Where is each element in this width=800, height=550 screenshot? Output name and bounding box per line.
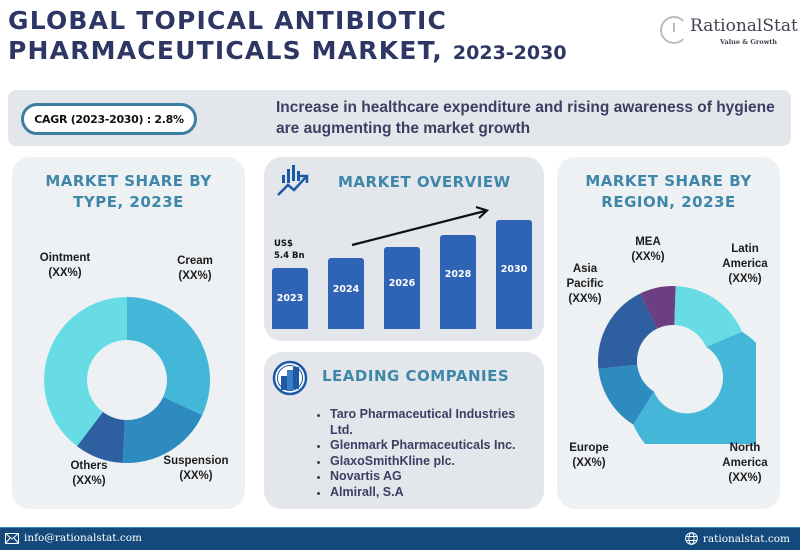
page-title: GLOBAL TOPICAL ANTIBIOTIC PHARMACEUTICAL… — [8, 6, 567, 68]
segment-north-america — [633, 331, 756, 444]
segment-asia-pacific — [597, 293, 658, 369]
cagr-description: Increase in healthcare expenditure and r… — [276, 99, 775, 137]
others-value: (XX%) — [72, 475, 106, 487]
company-item: Taro Pharmaceutical Industries Ltd. — [316, 407, 531, 438]
mea-value: (XX%) — [631, 251, 665, 263]
label-ointment: Ointment (XX%) — [32, 251, 98, 281]
label-cream: Cream (XX%) — [170, 254, 220, 284]
segment-latin-america — [674, 286, 742, 347]
suspension-value: (XX%) — [179, 470, 213, 482]
trend-arrow — [351, 205, 490, 247]
annotation-value: 5.4 Bn — [274, 251, 305, 261]
label-mea: MEA (XX%) — [627, 235, 669, 265]
bar-2024: 2024 — [328, 258, 364, 329]
type-title-line1: MARKET SHARE BY — [45, 172, 212, 190]
label-suspension: Suspension (XX%) — [160, 454, 232, 484]
footer-email[interactable]: info@rationalstat.com — [5, 532, 142, 544]
bar-2030: 2030 — [496, 220, 532, 329]
company-item: Novartis AG — [316, 469, 531, 485]
cream-value: (XX%) — [178, 270, 212, 282]
mea-name: MEA — [635, 236, 661, 248]
europe-name: Europe — [569, 442, 609, 454]
type-share-card: MARKET SHARE BY TYPE, 2023E Ointment (XX… — [12, 157, 245, 509]
apac-name-line2: Pacific — [566, 278, 604, 290]
region-share-title: MARKET SHARE BY REGION, 2023E — [557, 171, 780, 213]
market-overview-title: MARKET OVERVIEW — [338, 173, 511, 191]
segment-europe — [598, 364, 654, 425]
segment-ointment — [44, 297, 127, 447]
growth-chart-icon — [277, 165, 309, 196]
segment-mea — [640, 286, 676, 329]
label-others: Others (XX%) — [64, 459, 114, 489]
type-title-line2: TYPE, 2023E — [73, 193, 184, 211]
envelope-icon — [5, 532, 19, 544]
footer-website[interactable]: rationalstat.com — [685, 532, 790, 545]
suspension-name: Suspension — [163, 455, 229, 467]
bar-2023: 2023 — [272, 268, 308, 329]
title-years: 2023-2030 — [452, 42, 567, 64]
apac-value: (XX%) — [568, 293, 602, 305]
bar-label-2024: 2024 — [332, 284, 360, 295]
bar-2026: 2026 — [384, 247, 420, 329]
type-donut-chart — [44, 297, 210, 464]
latin-name-line2: America — [722, 258, 768, 270]
title-line-2: PHARMACEUTICALS MARKET, 2023-2030 — [8, 36, 567, 65]
region-title-line2: REGION, 2023E — [601, 193, 736, 211]
bar-value-annotation: US$ 5.4 Bn — [274, 238, 305, 262]
bar-label-2028: 2028 — [444, 269, 472, 280]
company-item: Almirall, S.A — [316, 485, 531, 501]
email-link[interactable]: info@rationalstat.com — [24, 532, 142, 544]
type-share-title: MARKET SHARE BY TYPE, 2023E — [12, 171, 245, 213]
cagr-badge: CAGR (2023-2030) : 2.8% — [21, 103, 197, 135]
na-name-line1: North — [729, 442, 761, 454]
region-donut-chart — [597, 286, 756, 444]
europe-value: (XX%) — [572, 457, 606, 469]
globe-icon — [685, 532, 698, 545]
na-value: (XX%) — [728, 472, 762, 484]
label-latin-america: Latin America (XX%) — [715, 242, 775, 287]
region-share-card: MARKET SHARE BY REGION, 2023E MEA (XX%) … — [557, 157, 780, 509]
na-name-line2: America — [722, 457, 768, 469]
segment-cream — [127, 297, 210, 416]
bar-2028: 2028 — [440, 235, 476, 329]
latin-name-line1: Latin — [731, 243, 759, 255]
ointment-value: (XX%) — [48, 267, 82, 279]
leading-companies-card: LEADING COMPANIES Taro Pharmaceutical In… — [264, 352, 544, 509]
apac-name-line1: Asia — [572, 263, 598, 275]
logo-name: RationalStat — [690, 16, 798, 36]
annotation-currency: US$ — [274, 239, 293, 249]
rationalstat-logo: RationalStat Value & Growth — [660, 14, 798, 48]
others-name: Others — [70, 460, 108, 472]
bar-label-2026: 2026 — [388, 278, 416, 289]
website-link[interactable]: rationalstat.com — [702, 532, 790, 545]
segment-others — [77, 411, 125, 463]
cream-name: Cream — [177, 255, 213, 267]
footer: info@rationalstat.com rationalstat.com — [0, 527, 800, 550]
buildings-icon — [272, 360, 308, 396]
latin-value: (XX%) — [728, 273, 762, 285]
bar-label-2023: 2023 — [276, 293, 304, 304]
clock-icon — [660, 16, 688, 44]
label-north-america: North America (XX%) — [715, 441, 775, 486]
label-europe: Europe (XX%) — [564, 441, 614, 471]
company-item: GlaxoSmithKline plc. — [316, 454, 531, 470]
region-title-line1: MARKET SHARE BY — [585, 172, 752, 190]
company-item: Glenmark Pharmaceuticals Inc. — [316, 438, 531, 454]
ointment-name: Ointment — [39, 252, 91, 264]
market-overview-card: MARKET OVERVIEW US$ 5.4 Bn 2023 2024 202… — [264, 157, 544, 341]
clock-hand — [673, 23, 675, 32]
logo-tagline: Value & Growth — [720, 38, 778, 46]
segment-suspension — [122, 396, 203, 464]
title-line-1: GLOBAL TOPICAL ANTIBIOTIC — [8, 6, 448, 35]
company-list: Taro Pharmaceutical Industries Ltd. Glen… — [316, 407, 531, 500]
leading-companies-title: LEADING COMPANIES — [322, 367, 510, 385]
bar-label-2030: 2030 — [500, 264, 528, 275]
label-asia-pacific: Asia Pacific (XX%) — [561, 262, 609, 307]
